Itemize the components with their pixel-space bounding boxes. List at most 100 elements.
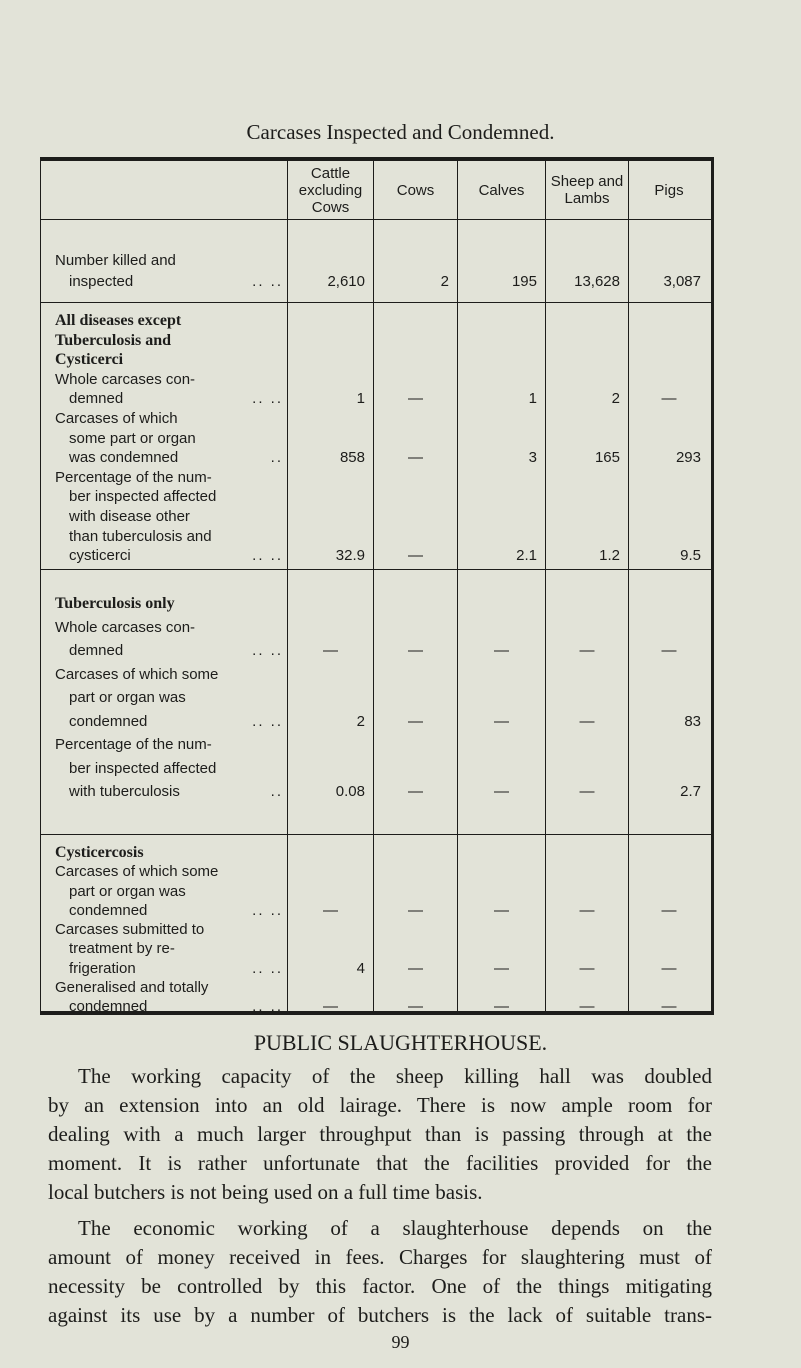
row-label-line: ber inspected affected (41, 487, 287, 507)
value (458, 686, 545, 710)
row-label-text: part or organ was (69, 689, 186, 706)
value (288, 663, 373, 687)
row-label-text: some part or organ (69, 429, 196, 447)
row-label-line: Generalised and totally (41, 978, 287, 997)
value (288, 616, 373, 640)
row-label-line: Tuberculosis only (41, 592, 287, 616)
value-cell: — 83 2.7 (629, 570, 709, 834)
value (546, 920, 628, 939)
value: — (494, 998, 509, 1016)
row-label-line: Whole carcases con- (41, 370, 287, 390)
header-row: Cattle excluding Cows Cows Calves Sheep … (41, 161, 711, 220)
value-cell: 3,087 (629, 220, 709, 302)
value (374, 487, 457, 507)
value-cell: 195 (458, 220, 546, 302)
row-label-text: condemned (69, 712, 148, 730)
row-label-line: some part or organ (41, 429, 287, 449)
paragraph-line: against its use by a number of butchers … (48, 1303, 712, 1327)
value (629, 882, 709, 901)
value: — (323, 901, 338, 919)
value (374, 686, 457, 710)
value: 83 (684, 712, 701, 730)
value (374, 882, 457, 901)
value: — (408, 712, 423, 730)
row-label-text: Whole carcases con- (55, 618, 196, 636)
row-label-line: Carcases of which some (41, 862, 287, 881)
row-label-line: Carcases submitted to (41, 920, 287, 939)
value (288, 592, 373, 616)
value (288, 370, 373, 390)
value: 1 (356, 390, 365, 408)
value-cell: — — — (374, 570, 458, 834)
value (546, 843, 628, 862)
row-label-text: than tuberculosis and (69, 527, 212, 545)
value (288, 862, 373, 881)
value-cell: — 2 0.08 (288, 570, 374, 834)
row-label-cell: Cysticercosis Carcases of which some part … (41, 835, 288, 1015)
section-heading: PUBLIC SLAUGHTERHOUSE. (253, 1030, 548, 1055)
row-label-text: with tuberculosis (69, 783, 180, 800)
value: 3,087 (663, 273, 701, 290)
value (546, 663, 628, 687)
value (374, 250, 457, 271)
value: 165 (594, 449, 620, 467)
row-label-line: condemned .. .. (41, 710, 287, 734)
value: 2.1 (516, 547, 537, 565)
value-cell: 13,628 (546, 220, 629, 302)
row-label-line: inspected .. .. (41, 271, 287, 292)
value (458, 733, 545, 757)
value-cell: — — — (374, 835, 458, 1015)
value (629, 663, 709, 687)
value-cell: — — — (629, 835, 709, 1015)
paragraph: The working capacity of the sheep killin… (48, 1062, 712, 1207)
value: 1 (528, 390, 537, 408)
row-label-text: All diseases except (55, 312, 182, 329)
row-label-text: Number killed and (55, 252, 176, 269)
value (458, 527, 545, 547)
value: — (494, 642, 509, 659)
value (288, 468, 373, 488)
dot-leader: .. .. (252, 547, 283, 565)
value (458, 663, 545, 687)
value (546, 507, 628, 527)
value (629, 527, 709, 547)
row-label-text: ber inspected affected (69, 759, 217, 777)
value (458, 920, 545, 939)
row-label-line: Percentage of the num- (41, 468, 287, 488)
paragraph-line: moment. It is rather unfortunate that th… (48, 1151, 712, 1175)
row-label-line: condemned .. .. (41, 901, 287, 920)
value (288, 733, 373, 757)
paragraph-line: dealing with a much larger throughput th… (48, 1122, 712, 1146)
row-label-text: demned (69, 642, 124, 659)
value (288, 429, 373, 449)
value (546, 370, 628, 390)
value: 293 (675, 449, 701, 467)
value: — (661, 642, 677, 659)
row-label-line: cysticerci .. .. (41, 546, 287, 566)
value (374, 663, 457, 687)
paragraph-line: The economic working of a slaughterhouse… (78, 1216, 712, 1240)
value (288, 686, 373, 710)
value: 2 (611, 390, 620, 408)
value (629, 757, 709, 781)
value (458, 616, 545, 640)
row-label-line: ber inspected affected (41, 757, 287, 781)
row-label-line: demned .. .. (41, 639, 287, 663)
value (288, 843, 373, 862)
value: 0.08 (335, 783, 365, 800)
row-label-text: Cysticerci (55, 351, 124, 369)
row-label-text: Carcases of which (55, 409, 178, 427)
paragraph-line: local butchers is not being used on a fu… (48, 1180, 483, 1204)
value (629, 733, 709, 757)
header-cell: Cows (374, 161, 458, 219)
value (458, 978, 545, 997)
header-cell (41, 161, 288, 219)
value: — (661, 959, 677, 977)
value (374, 350, 457, 370)
header-cell: Sheep and Lambs (546, 161, 629, 219)
value (458, 409, 545, 429)
value: — (408, 901, 423, 919)
value (629, 250, 709, 271)
row-label-text: ber inspected affected (69, 488, 217, 506)
value (629, 686, 709, 710)
